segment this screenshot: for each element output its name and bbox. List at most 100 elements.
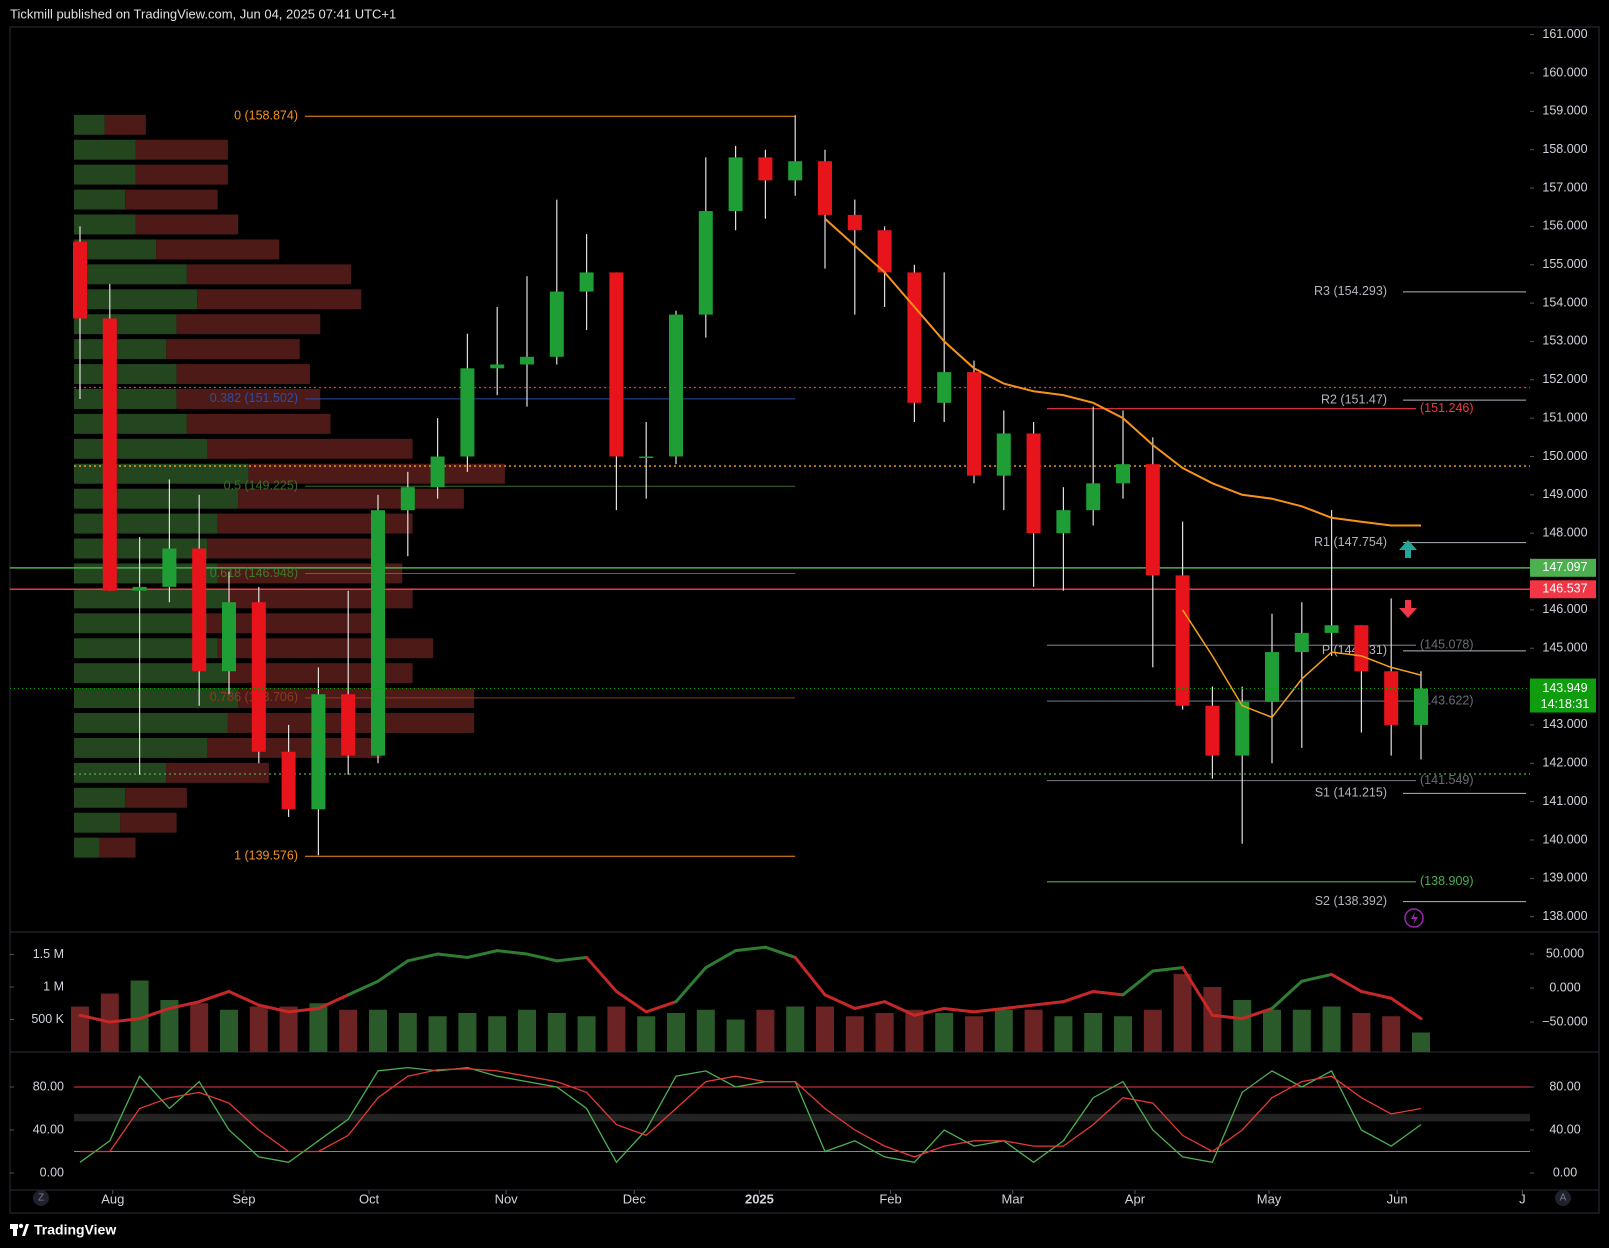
x-tick-label: 2025	[745, 1191, 774, 1206]
volume-bar	[518, 1009, 536, 1052]
y-tick-label: 152.000	[1542, 372, 1587, 386]
x-tick-label: Dec	[623, 1191, 647, 1206]
profile-down	[207, 737, 382, 758]
oscillator-segment	[704, 949, 738, 970]
y-tick-label: 140.000	[1542, 832, 1587, 846]
zoom-button[interactable]	[33, 1190, 49, 1206]
candle-body	[132, 586, 147, 591]
oscillator-segment	[495, 949, 529, 956]
fib-label: 1 (139.576)	[234, 849, 298, 863]
volume-bar	[1143, 1009, 1162, 1052]
last-price-box	[1530, 678, 1596, 713]
last-price-label: 143.949	[1542, 681, 1587, 695]
oscillator-segment	[108, 1017, 142, 1024]
oscillator-segment	[763, 945, 797, 959]
auto-button[interactable]	[1555, 1190, 1571, 1206]
profile-up	[74, 663, 228, 684]
profile-down	[197, 289, 362, 310]
y-tick-label: 146.000	[1542, 602, 1587, 616]
price-line-box	[1530, 558, 1596, 577]
volume-bar	[637, 1016, 656, 1052]
event-icon[interactable]	[1404, 908, 1424, 928]
oscillator-segment	[465, 949, 499, 959]
candle-body	[669, 314, 683, 457]
volume-bar	[965, 1016, 983, 1052]
up-arrow-icon	[1399, 540, 1417, 558]
candle-body	[579, 272, 594, 292]
volume-bar	[1263, 1009, 1281, 1052]
volume-bar	[756, 1009, 775, 1052]
volume-bar	[339, 1009, 358, 1052]
moving-average	[824, 217, 1421, 527]
y-tick-label: 157.000	[1542, 180, 1587, 194]
profile-up	[74, 339, 167, 360]
profile-down	[176, 364, 310, 385]
down-arrow-icon	[1399, 600, 1417, 618]
volume-bar	[905, 1009, 924, 1052]
volume-bar	[1412, 1032, 1430, 1052]
oscillator-segment	[138, 1006, 171, 1021]
y-tick-label: 50.000	[1546, 946, 1584, 960]
volume-bar	[1024, 1009, 1043, 1052]
oscillator-segment	[436, 952, 469, 959]
candle-body	[549, 291, 564, 357]
candle-body	[877, 230, 892, 273]
y-tick-label: 154.000	[1542, 295, 1587, 309]
oscillator-segment	[972, 1006, 1006, 1014]
brand: TradingView	[34, 1222, 116, 1238]
y-tick-label: 0.00	[40, 1165, 64, 1179]
candle-body	[251, 602, 266, 752]
prior-pivot-label: (143.622)	[1420, 693, 1474, 707]
candle-body	[1026, 433, 1041, 534]
auto-button-label[interactable]: A	[1560, 1193, 1567, 1204]
oscillator-segment	[912, 1006, 946, 1017]
profile-up	[74, 289, 198, 310]
candle-body	[937, 372, 952, 403]
y-tick-label: −50.000	[1542, 1014, 1588, 1028]
y-tick-label: 145.000	[1542, 641, 1587, 655]
volume-bar	[71, 1006, 89, 1052]
profile-down	[135, 164, 228, 185]
volume-bar	[369, 1009, 387, 1052]
profile-down	[120, 812, 177, 833]
profile-up	[74, 762, 167, 783]
y-tick-label: 40.00	[33, 1122, 64, 1136]
profile-up	[74, 538, 208, 559]
candle-body	[728, 157, 743, 212]
y-tick-label: 80.00	[1549, 1079, 1580, 1093]
logo-part	[18, 1223, 24, 1229]
x-tick-label: Sep	[232, 1191, 255, 1206]
candle-body	[400, 487, 415, 511]
x-tick-label: Jun	[1387, 1191, 1408, 1206]
oscillator-segment	[1181, 966, 1214, 1017]
pivot-label: S1 (141.215)	[1315, 786, 1387, 800]
candle-body	[371, 510, 385, 756]
volume-bar	[428, 1016, 447, 1052]
candle-body	[311, 694, 326, 810]
profile-down	[186, 264, 352, 285]
fib-label: 0.618 (146.948)	[210, 566, 298, 580]
prior-pivot-label: (141.549)	[1420, 773, 1474, 787]
profile-up	[74, 189, 126, 210]
fib-label: 0.382 (151.502)	[210, 391, 298, 405]
volume-bar	[1352, 1013, 1371, 1052]
oscillator-segment	[585, 955, 618, 993]
profile-up	[74, 364, 177, 385]
oscillator-segment	[1300, 972, 1334, 983]
y-tick-label: 500 K	[31, 1012, 64, 1026]
profile-down	[217, 513, 413, 534]
logo-part	[13, 1224, 17, 1236]
profile-up	[74, 737, 208, 758]
profile-down	[125, 787, 187, 808]
profile-down	[217, 638, 434, 659]
volume-bar	[1173, 974, 1192, 1052]
volume-bar	[1233, 1000, 1252, 1052]
oscillator-segment	[942, 1006, 976, 1014]
y-tick-label: 159.000	[1542, 104, 1587, 118]
candle-body	[788, 161, 803, 181]
logo-part	[22, 1224, 29, 1236]
event-icon-bolt	[1411, 912, 1418, 925]
zoom-button-label[interactable]: Z	[38, 1193, 44, 1204]
volume-bar	[1114, 1016, 1132, 1052]
